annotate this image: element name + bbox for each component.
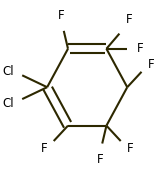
- Text: F: F: [137, 42, 143, 55]
- Text: F: F: [40, 142, 47, 155]
- Text: Cl: Cl: [2, 97, 13, 110]
- Text: F: F: [58, 8, 65, 21]
- Text: F: F: [97, 153, 103, 166]
- Text: F: F: [127, 142, 134, 155]
- Text: F: F: [126, 13, 132, 26]
- Text: Cl: Cl: [2, 65, 13, 78]
- Text: F: F: [148, 58, 155, 71]
